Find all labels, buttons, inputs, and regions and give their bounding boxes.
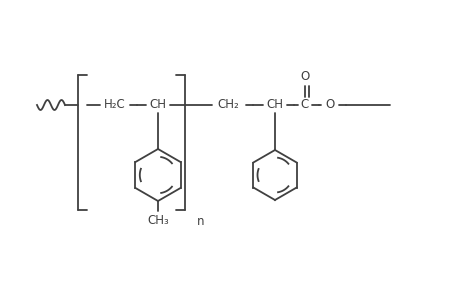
Text: CH₃: CH₃ [147,214,168,227]
Text: n: n [196,215,204,228]
Text: CH: CH [266,98,283,112]
Text: CH: CH [149,98,166,112]
Text: H₂C: H₂C [104,98,126,112]
Text: O: O [300,70,309,83]
Text: CH₂: CH₂ [217,98,238,112]
Text: O: O [325,98,334,112]
Text: C: C [300,98,308,112]
